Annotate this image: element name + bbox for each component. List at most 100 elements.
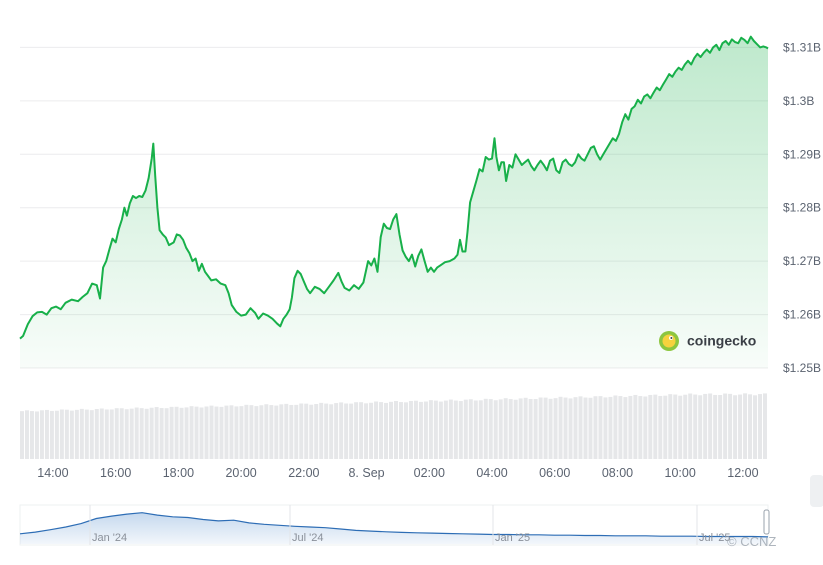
y-tick-label: $1.28B bbox=[783, 201, 821, 215]
volume-bar bbox=[289, 404, 294, 459]
volume-bar bbox=[438, 401, 443, 459]
volume-bar bbox=[668, 394, 673, 459]
navigator-line bbox=[19, 512, 769, 538]
volume-bar bbox=[463, 399, 468, 459]
volume-bar bbox=[673, 394, 678, 459]
volume-bar bbox=[448, 399, 453, 459]
volume-bar bbox=[693, 394, 698, 459]
volume-bar bbox=[29, 411, 34, 459]
x-tick-label: 20:00 bbox=[225, 466, 256, 480]
navigator-tick-label: Jan '25 bbox=[495, 532, 530, 544]
volume-bar bbox=[603, 397, 608, 459]
volume-bar bbox=[498, 399, 503, 459]
volume-bar bbox=[503, 398, 508, 459]
y-tick-label: $1.3B bbox=[783, 94, 814, 108]
volume-bar bbox=[488, 399, 493, 459]
volume-bar bbox=[119, 408, 124, 459]
volume-bar bbox=[433, 400, 438, 459]
volume-bar bbox=[179, 407, 184, 459]
volume-bar bbox=[423, 401, 428, 459]
y-tick-label: $1.32B bbox=[783, 0, 821, 1]
volume-bar bbox=[623, 397, 628, 459]
volume-bar bbox=[294, 404, 299, 459]
x-tick-label: 12:00 bbox=[727, 466, 758, 480]
volume-bar bbox=[443, 400, 448, 459]
volume-bar bbox=[678, 395, 683, 459]
volume-bar bbox=[703, 393, 708, 459]
volume-bar bbox=[319, 402, 324, 459]
volume-bar bbox=[558, 396, 563, 459]
volume-bar bbox=[214, 406, 219, 459]
volume-bars bbox=[20, 393, 767, 459]
y-tick-label: $1.31B bbox=[783, 40, 821, 54]
volume-bar bbox=[633, 394, 638, 459]
x-tick-label: 18:00 bbox=[163, 466, 194, 480]
volume-bar bbox=[254, 406, 259, 459]
volume-bar bbox=[24, 410, 29, 459]
navigator-handle[interactable] bbox=[763, 509, 770, 535]
volume-bar bbox=[94, 409, 99, 459]
volume-bar bbox=[573, 397, 578, 459]
volume-bar bbox=[354, 402, 359, 459]
volume-bar bbox=[199, 407, 204, 459]
volume-bar bbox=[219, 406, 224, 459]
price-area-fill bbox=[20, 36, 768, 368]
volume-bar bbox=[513, 399, 518, 459]
coingecko-logo: coingecko bbox=[659, 331, 756, 351]
volume-bar bbox=[349, 403, 354, 459]
volume-bar bbox=[398, 402, 403, 459]
volume-bar bbox=[49, 410, 54, 459]
volume-bar bbox=[628, 395, 633, 459]
volume-bar bbox=[99, 408, 104, 459]
brand-name: coingecko bbox=[687, 333, 756, 349]
volume-bar bbox=[698, 395, 703, 459]
navigator-tick-label: Jul '24 bbox=[292, 532, 323, 544]
volume-bar bbox=[384, 402, 389, 459]
navigator-area bbox=[20, 512, 768, 544]
volume-bar bbox=[339, 402, 344, 459]
volume-bar bbox=[593, 396, 598, 459]
volume-bar bbox=[743, 393, 748, 459]
volume-bar bbox=[69, 410, 74, 459]
volume-bar bbox=[74, 409, 79, 459]
volume-bar bbox=[753, 395, 758, 459]
volume-bar bbox=[59, 409, 64, 459]
volume-bar bbox=[204, 406, 209, 459]
volume-bar bbox=[89, 410, 94, 459]
volume-bar bbox=[224, 405, 229, 459]
volume-bar bbox=[738, 394, 743, 459]
volume-bar bbox=[563, 397, 568, 459]
volume-bar bbox=[229, 405, 234, 459]
volume-bar bbox=[723, 393, 728, 459]
volume-bar bbox=[618, 396, 623, 459]
volume-bar bbox=[403, 402, 408, 459]
volume-bar bbox=[334, 403, 339, 459]
scroll-button[interactable] bbox=[810, 475, 823, 507]
range-navigator[interactable]: Jan '24 Jul '24 Jan '25 Jul '25 bbox=[19, 504, 770, 546]
volume-bar bbox=[389, 401, 393, 459]
volume-bar bbox=[239, 406, 244, 459]
volume-bar bbox=[548, 398, 553, 459]
x-tick-label: 10:00 bbox=[665, 466, 696, 480]
volume-bar bbox=[608, 396, 613, 459]
volume-bar bbox=[528, 399, 533, 459]
volume-bar bbox=[713, 394, 718, 459]
volume-bar bbox=[758, 394, 763, 459]
volume-bar bbox=[568, 398, 573, 459]
volume-bar bbox=[538, 397, 543, 459]
volume-bar bbox=[249, 405, 254, 459]
volume-bar bbox=[324, 403, 329, 459]
y-tick-label: $1.26B bbox=[783, 308, 821, 322]
volume-bar bbox=[598, 396, 603, 459]
volume-bar bbox=[84, 409, 89, 459]
volume-bar bbox=[413, 400, 418, 459]
volume-bar bbox=[129, 408, 134, 459]
volume-bar bbox=[553, 398, 558, 459]
volume-bar bbox=[508, 399, 513, 459]
watermark: © CCNZ bbox=[727, 534, 776, 549]
volume-bar bbox=[718, 395, 723, 459]
volume-bar bbox=[458, 401, 463, 459]
y-tick-label: $1.27B bbox=[783, 254, 821, 268]
volume-bar bbox=[748, 394, 753, 459]
